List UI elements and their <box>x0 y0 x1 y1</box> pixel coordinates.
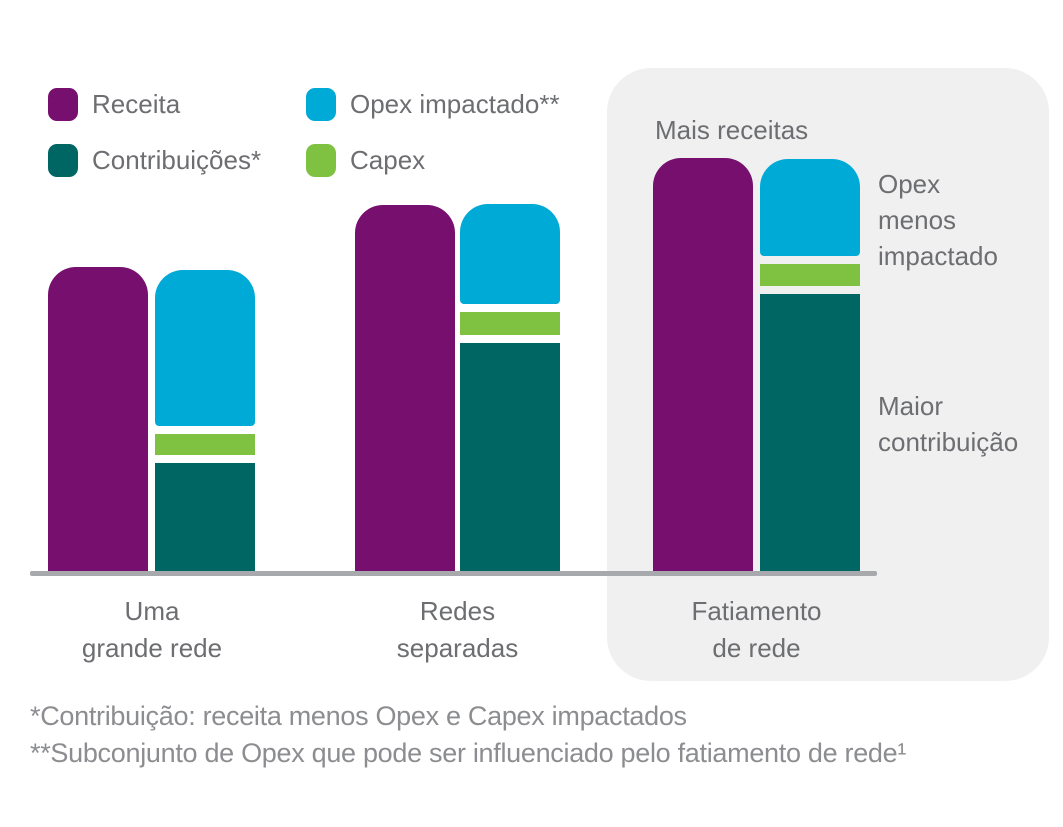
legend: Receita Opex impactado** Contribuições* … <box>48 88 560 200</box>
footnote-subconjunto-opex: **Subconjunto de Opex que pode ser influ… <box>30 738 907 768</box>
legend-item-receita: Receita <box>48 88 306 144</box>
segment-contribuicoes-1 <box>460 343 560 571</box>
bar-receita-0 <box>48 267 148 571</box>
segment-opex-0 <box>155 270 255 427</box>
legend-item-opex-impactado: Opex impactado** <box>306 88 560 144</box>
annotation-maior-contribuicao: Maior contribuição <box>878 391 1019 457</box>
segment-opex-2 <box>760 158 860 256</box>
legend-label: Receita <box>92 89 181 119</box>
capex-swatch-icon <box>306 144 336 177</box>
category-label-uma-grande-rede: Uma grande rede <box>81 596 223 663</box>
footnote-contribuicao: *Contribuição: receita menos Opex e Cape… <box>30 701 687 731</box>
legend-label: Contribuições* <box>92 145 262 175</box>
contribuicoes-swatch-icon <box>48 144 78 177</box>
legend-item-capex: Capex <box>306 144 560 200</box>
segment-capex-0 <box>155 434 255 456</box>
category-label-fatiamento-de-rede: Fatiamento de rede <box>691 596 822 663</box>
category-label-redes-separadas: Redes separadas <box>396 596 519 663</box>
receita-swatch-icon <box>48 88 78 121</box>
segment-contribuicoes-2 <box>760 293 860 571</box>
segment-capex-2 <box>760 263 860 286</box>
segment-opex-1 <box>460 203 560 304</box>
opex-swatch-icon <box>306 88 336 121</box>
annotation-opex-menos-impactado: Opex menos impactado <box>878 169 998 271</box>
annotation-mais-receitas: Mais receitas <box>655 115 809 145</box>
legend-label: Opex impactado** <box>350 89 560 119</box>
segment-capex-1 <box>460 311 560 336</box>
bar-receita-1 <box>355 205 455 571</box>
segment-contribuicoes-0 <box>155 463 255 571</box>
legend-item-contribuicoes: Contribuições* <box>48 144 306 200</box>
bar-receita-2 <box>653 158 753 571</box>
baseline-axis <box>30 571 877 576</box>
legend-label: Capex <box>350 145 426 175</box>
